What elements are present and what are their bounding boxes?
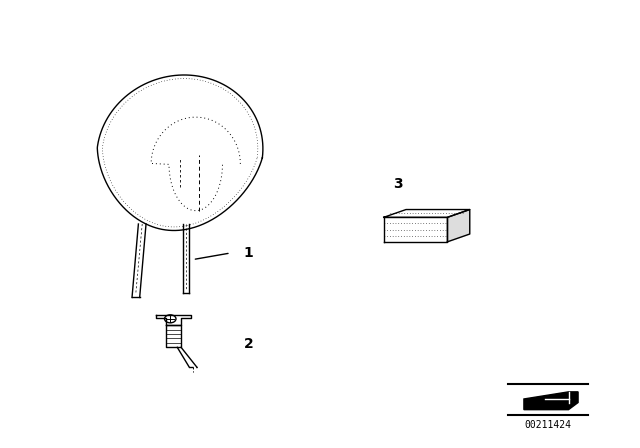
Text: 00211424: 00211424 [524, 420, 572, 430]
Text: 3: 3 [394, 177, 403, 191]
Polygon shape [447, 210, 470, 242]
Polygon shape [384, 210, 470, 217]
Polygon shape [384, 217, 447, 242]
Polygon shape [166, 325, 181, 347]
Text: 1: 1 [244, 246, 253, 260]
Polygon shape [524, 392, 578, 409]
Polygon shape [156, 315, 191, 325]
Text: 2: 2 [244, 337, 253, 351]
